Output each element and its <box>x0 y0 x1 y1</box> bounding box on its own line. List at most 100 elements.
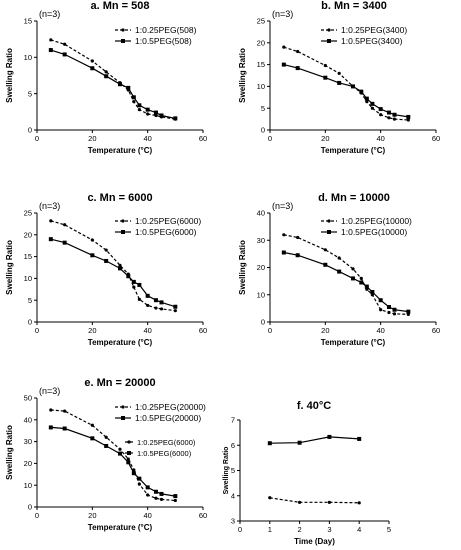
data-point <box>370 106 374 110</box>
y-tick-label: 7 <box>231 416 235 425</box>
data-point <box>173 116 178 121</box>
y-tick-label: 0 <box>261 126 265 135</box>
data-point <box>365 100 369 104</box>
series-line-2 <box>283 251 409 313</box>
legend-marker <box>121 230 125 234</box>
data-point <box>154 306 158 310</box>
data-point <box>378 107 383 112</box>
sample-size-note: (n=3) <box>39 9 60 19</box>
data-point <box>323 63 327 68</box>
data-point <box>90 59 94 63</box>
data-point <box>298 500 302 504</box>
x-tick-label: 20 <box>88 134 96 143</box>
series-line-2 <box>283 64 409 118</box>
legend-label: 1:0.5PEG(508) <box>135 36 192 46</box>
x-tick-label: 1 <box>268 525 272 534</box>
data-point <box>406 114 411 119</box>
chart-title: b. Mn = 3400 <box>321 0 387 12</box>
data-point <box>378 298 383 303</box>
x-axis-label: Temperature (°C) <box>88 338 153 347</box>
data-point <box>132 100 136 104</box>
data-point <box>104 443 109 448</box>
data-point <box>126 274 131 279</box>
data-point <box>104 248 108 252</box>
y-tick-label: 20 <box>257 263 265 272</box>
data-point <box>146 493 150 497</box>
data-point <box>62 426 67 431</box>
x-tick-label: 0 <box>268 134 272 143</box>
data-point <box>364 96 369 101</box>
legend-marker <box>327 28 331 32</box>
series-line-2 <box>50 238 176 308</box>
legend-label: 1:0.25PEG(3400) <box>341 25 407 35</box>
data-point <box>90 66 95 71</box>
x-tick-label: 40 <box>376 134 384 143</box>
data-point <box>49 38 53 42</box>
x-tick-label: 20 <box>88 326 96 335</box>
y-tick-label: 10 <box>24 53 32 62</box>
x-axis-label: Temperature (°C) <box>321 338 386 347</box>
y-tick-label: 20 <box>257 38 265 47</box>
x-tick-label: 40 <box>376 326 384 335</box>
x-tick-label: 2 <box>298 525 302 534</box>
x-axis-label: Temperature (°C) <box>321 146 386 155</box>
data-point <box>159 497 164 501</box>
legend-label: 1:0.5PEG(6000) <box>135 227 197 237</box>
chart-panel-5: e. Mn = 20000 (n=3) 0 20 40 60 0 10 20 30 40 50 Temp… <box>5 377 207 532</box>
data-point <box>63 223 67 227</box>
data-point <box>173 309 177 313</box>
data-point <box>267 441 272 446</box>
data-point <box>90 423 94 427</box>
x-tick-label: 0 <box>35 326 39 335</box>
data-point <box>154 113 158 118</box>
data-point <box>379 113 383 117</box>
y-tick-label: 20 <box>24 459 32 468</box>
series-line-1 <box>50 220 176 312</box>
data-point <box>126 457 130 461</box>
data-point <box>104 70 108 74</box>
chart-panel-3: c. Mn = 6000 (n=3) 0 20 40 60 0 5 10 15 20 25 Temper… <box>5 192 207 347</box>
data-point <box>159 300 164 305</box>
legend-marker <box>327 230 331 234</box>
x-tick-label: 0 <box>35 134 39 143</box>
y-tick-label: 0 <box>28 318 32 327</box>
legend-marker <box>121 39 125 43</box>
sample-size-note: (n=3) <box>39 386 60 396</box>
y-tick-label: 0 <box>28 503 32 512</box>
y-tick-label: 5 <box>28 296 32 305</box>
series-line-2 <box>269 436 360 444</box>
data-point <box>392 117 397 121</box>
y-tick-label: 25 <box>257 17 265 26</box>
y-tick-label: 30 <box>24 437 32 446</box>
y-tick-label: 5 <box>231 466 235 475</box>
data-point <box>337 80 342 85</box>
y-tick-label: 5 <box>261 104 265 113</box>
x-axis-label: Time (Day) <box>294 537 335 546</box>
data-point <box>282 45 286 49</box>
data-point <box>137 482 141 486</box>
data-point <box>296 235 300 240</box>
data-point <box>337 71 341 75</box>
data-point <box>268 496 272 500</box>
sample-size-note: (n=3) <box>272 9 293 19</box>
chart-panel-4: d. Mn = 10000 (n=3) 0 20 40 60 0 10 20 30 40 Temper… <box>238 192 440 347</box>
legend-label: 1:0.25PEG(6000) <box>137 438 196 447</box>
legend-label: 1:0.5PEG(3400) <box>341 36 403 46</box>
x-tick-label: 40 <box>143 134 151 143</box>
legend-label: 1:0.5PEG(6000) <box>137 449 192 458</box>
data-point <box>48 237 53 242</box>
y-tick-label: 15 <box>24 17 32 26</box>
data-point <box>392 307 397 312</box>
data-point <box>359 89 364 94</box>
y-tick-label: 40 <box>24 415 32 424</box>
y-axis-label: Swelling Ratio <box>5 48 14 103</box>
y-tick-label: 50 <box>24 394 32 403</box>
x-tick-label: 3 <box>327 525 331 534</box>
data-point <box>104 435 108 439</box>
data-point <box>90 253 95 258</box>
legend-marker <box>327 219 331 223</box>
data-point <box>351 267 355 271</box>
data-point <box>364 284 369 289</box>
legend-marker <box>127 451 131 455</box>
legend-label: 1:0.25PEG(20000) <box>135 402 206 412</box>
